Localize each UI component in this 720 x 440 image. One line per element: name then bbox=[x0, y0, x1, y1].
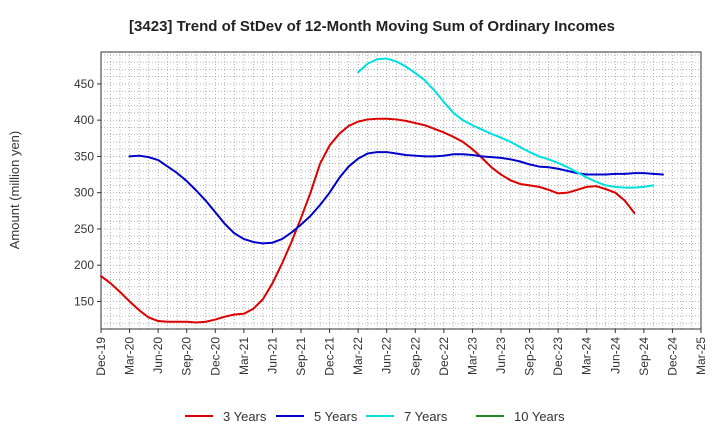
y-axis-label: Amount (million yen) bbox=[7, 131, 22, 250]
y-tick-label: 450 bbox=[74, 77, 94, 91]
x-tick-label: Dec-24 bbox=[665, 337, 679, 376]
x-tick-label: Dec-20 bbox=[208, 337, 222, 376]
x-tick-label: Dec-21 bbox=[323, 337, 337, 376]
series-line-1 bbox=[128, 151, 664, 245]
x-tick-label: Mar-25 bbox=[694, 337, 708, 375]
x-tick-label: Sep-22 bbox=[408, 337, 422, 376]
plot-area-frame bbox=[100, 51, 702, 330]
x-tick-label: Jun-21 bbox=[265, 337, 279, 374]
x-tick-label: Sep-20 bbox=[180, 337, 194, 376]
x-tick-label: Dec-19 bbox=[94, 337, 108, 376]
x-tick-label: Mar-24 bbox=[580, 337, 594, 375]
series-line-0 bbox=[100, 117, 636, 324]
x-tick-label: Mar-23 bbox=[465, 337, 479, 375]
x-tick-label: Mar-22 bbox=[351, 337, 365, 375]
series-layer bbox=[100, 57, 664, 324]
x-tick-label: Jun-24 bbox=[608, 337, 622, 374]
legend: 3 Years 5 Years 7 Years 10 Years bbox=[185, 409, 565, 424]
legend-label-1: 5 Years bbox=[314, 409, 358, 424]
y-tick-label: 400 bbox=[74, 113, 94, 127]
legend-label-0: 3 Years bbox=[223, 409, 267, 424]
x-tick-label: Dec-23 bbox=[551, 337, 565, 376]
legend-label-2: 7 Years bbox=[404, 409, 448, 424]
x-tick-label: Sep-21 bbox=[294, 337, 308, 376]
y-tick-label: 350 bbox=[74, 149, 94, 163]
x-tick-label: Dec-22 bbox=[437, 337, 451, 376]
x-tick-label: Jun-20 bbox=[151, 337, 165, 374]
legend-label-3: 10 Years bbox=[514, 409, 565, 424]
y-tick-label: 300 bbox=[74, 186, 94, 200]
x-tick-label: Sep-24 bbox=[637, 337, 651, 376]
x-tick-label: Mar-20 bbox=[123, 337, 137, 375]
grid-layer bbox=[100, 52, 702, 329]
y-tick-label: 250 bbox=[74, 222, 94, 236]
chart-title: [3423] Trend of StDev of 12-Month Moving… bbox=[129, 18, 615, 35]
tick-layer: Dec-19 Mar-20 Jun-20 Sep-20 Dec-20 Mar-21 Jun-… bbox=[74, 77, 708, 376]
series-line-2 bbox=[357, 57, 655, 189]
x-tick-label: Sep-23 bbox=[523, 337, 537, 376]
y-tick-label: 200 bbox=[74, 258, 94, 272]
x-tick-label: Jun-22 bbox=[380, 337, 394, 374]
x-tick-label: Mar-21 bbox=[237, 337, 251, 375]
y-tick-label: 150 bbox=[74, 294, 94, 308]
x-tick-label: Jun-23 bbox=[494, 337, 508, 374]
